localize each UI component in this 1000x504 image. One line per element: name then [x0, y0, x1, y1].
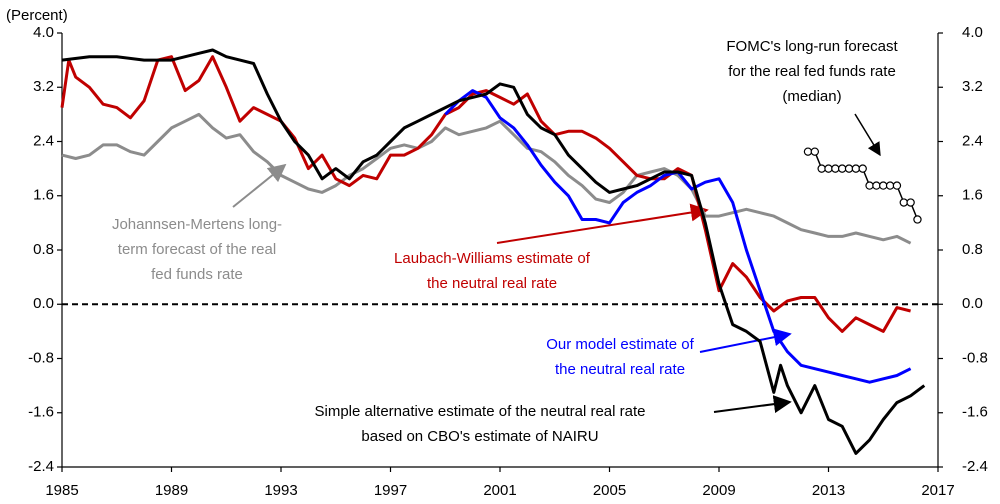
- point: [803, 147, 813, 156]
- point: [899, 198, 908, 207]
- x-tick-label: 2009: [702, 482, 735, 499]
- y-axis-label: (Percent): [6, 7, 68, 24]
- y2-tick-label: 2.4: [962, 132, 983, 149]
- annotation: term forecast of the real: [118, 241, 276, 258]
- annotation: the neutral real rate: [555, 361, 685, 378]
- point: [906, 198, 915, 207]
- y-tick-label: 4.0: [33, 24, 54, 41]
- annotation: the neutral real rate: [427, 275, 557, 292]
- point: [913, 215, 922, 224]
- y2-tick-label: -0.8: [962, 349, 988, 366]
- point: [865, 181, 874, 190]
- series-line: [61, 112, 912, 245]
- x-tick-label: 1985: [45, 482, 78, 499]
- y2-tick-label: 0.8: [962, 241, 983, 258]
- x-tick-label: 2001: [483, 482, 516, 499]
- point: [851, 164, 861, 173]
- y-tick-label: 0.0: [33, 295, 54, 312]
- point: [831, 164, 840, 173]
- point: [844, 164, 854, 173]
- y2-tick-label: 1.6: [962, 187, 983, 204]
- y-tick-label: -2.4: [28, 458, 54, 475]
- series-line: [61, 48, 926, 455]
- point: [837, 164, 847, 173]
- y-tick-label: -0.8: [28, 349, 54, 366]
- x-tick-label: 2017: [921, 482, 954, 499]
- annotation: (median): [782, 88, 841, 105]
- arrow: [854, 113, 881, 157]
- x-tick-label: 2013: [812, 482, 845, 499]
- arrow: [699, 328, 792, 353]
- annotation: Laubach-Williams estimate of: [394, 250, 591, 267]
- y-tick-label: 2.4: [33, 132, 54, 149]
- y2-tick-label: 3.2: [962, 78, 983, 95]
- y2-tick-label: 4.0: [962, 24, 983, 41]
- point: [892, 181, 902, 190]
- point: [817, 164, 826, 173]
- annotation: fed funds rate: [151, 266, 243, 283]
- x-tick-label: 1993: [264, 482, 297, 499]
- y2-tick-label: -2.4: [962, 458, 988, 475]
- series-line: [60, 55, 911, 333]
- point: [872, 181, 881, 190]
- point: [824, 164, 833, 173]
- point: [885, 181, 895, 190]
- x-tick-label: 1997: [374, 482, 407, 499]
- y2-tick-label: 0.0: [962, 295, 983, 312]
- point: [879, 181, 888, 190]
- point: [810, 147, 820, 156]
- y2-tick-label: -1.6: [962, 404, 988, 421]
- point: [858, 164, 867, 173]
- annotation: Johannsen-Mertens long-: [112, 216, 282, 233]
- y-tick-label: 3.2: [33, 78, 54, 95]
- y-tick-label: 0.8: [33, 241, 54, 258]
- arrow: [496, 203, 709, 244]
- annotation: for the real fed funds rate: [728, 63, 896, 80]
- x-tick-label: 2005: [593, 482, 626, 499]
- y-tick-label: -1.6: [28, 404, 54, 421]
- arrow: [713, 395, 792, 414]
- annotation: Our model estimate of: [546, 336, 694, 353]
- y-tick-label: 1.6: [33, 187, 54, 204]
- annotation: based on CBO's estimate of NAIRU: [361, 428, 598, 445]
- annotation: Simple alternative estimate of the neutr…: [314, 403, 645, 420]
- annotation: FOMC's long-run forecast: [726, 38, 898, 55]
- x-tick-label: 1989: [155, 482, 188, 499]
